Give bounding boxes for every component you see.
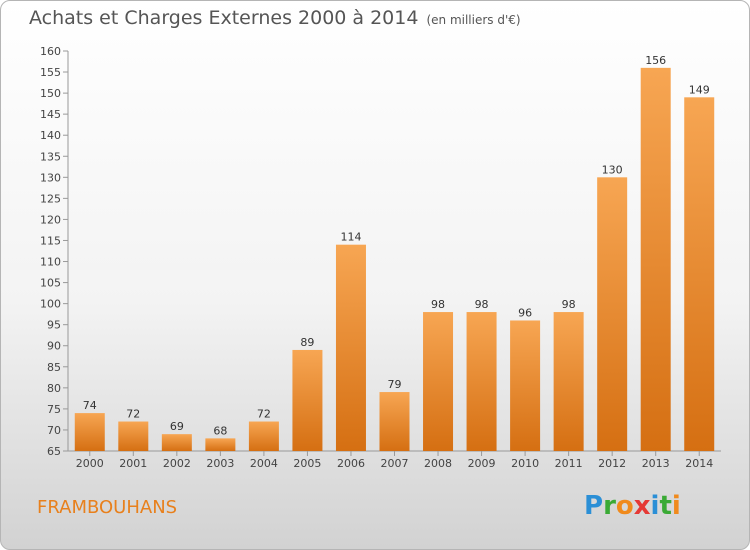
logo-letter: i: [650, 491, 660, 521]
bar-2010: [510, 320, 541, 451]
y-tick-label: 70: [47, 424, 61, 437]
y-tick-label: 95: [47, 319, 61, 332]
data-label: 89: [300, 336, 314, 349]
x-tick-label: 2006: [337, 457, 365, 470]
data-label: 114: [340, 231, 361, 244]
y-tick-label: 155: [40, 66, 61, 79]
data-label: 72: [126, 408, 140, 421]
y-tick-label: 110: [40, 256, 61, 269]
data-label: 156: [645, 54, 666, 67]
y-tick-label: 65: [47, 445, 61, 458]
x-tick-label: 2011: [555, 457, 583, 470]
x-tick-label: 2005: [293, 457, 321, 470]
logo-letter: P: [584, 491, 604, 521]
bar-2001: [118, 421, 149, 451]
logo-letter: o: [615, 491, 634, 521]
x-tick-label: 2012: [598, 457, 626, 470]
bar-2011: [553, 312, 584, 451]
y-tick-label: 100: [40, 298, 61, 311]
bar-2006: [335, 244, 366, 451]
data-labels: 74 72 69 68 72 89 114 79 98 98 96 98 130 156 149: [83, 54, 710, 438]
bar-2009: [466, 312, 497, 451]
data-label: 72: [257, 408, 271, 421]
x-tick-label: 2009: [468, 457, 496, 470]
bar-2007: [379, 392, 410, 451]
bar-2003: [205, 438, 236, 451]
x-tick-label: 2010: [511, 457, 539, 470]
proxiti-logo: Proxiti: [584, 491, 681, 521]
data-label: 68: [213, 424, 227, 437]
x-tick-label: 2001: [119, 457, 147, 470]
y-tick-label: 145: [40, 108, 61, 121]
y-tick-label: 85: [47, 361, 61, 374]
x-tick-label: 2002: [163, 457, 191, 470]
y-tick-label: 75: [47, 403, 61, 416]
y-tick-label: 135: [40, 150, 61, 163]
data-label: 130: [602, 163, 623, 176]
data-label: 96: [518, 306, 532, 319]
data-label: 98: [562, 298, 576, 311]
x-tick-label: 2004: [250, 457, 278, 470]
y-tick-label: 120: [40, 213, 61, 226]
logo-letter: x: [633, 491, 651, 521]
chart-title: Achats et Charges Externes 2000 à 2014 (e…: [29, 7, 521, 29]
bar-2012: [597, 177, 628, 451]
bar-2000: [74, 413, 105, 451]
x-tick-label: 2008: [424, 457, 452, 470]
bar-2008: [423, 312, 454, 451]
y-tick-label: 150: [40, 87, 61, 100]
x-tick-label: 2013: [642, 457, 670, 470]
bar-2005: [292, 349, 323, 451]
bar-2004: [248, 421, 279, 451]
y-tick-label: 80: [47, 382, 61, 395]
data-label: 69: [170, 420, 184, 433]
y-tick-label: 140: [40, 129, 61, 142]
y-tick-label: 125: [40, 192, 61, 205]
title-text: Achats et Charges Externes 2000 à 2014: [29, 7, 419, 29]
bar-2013: [640, 67, 671, 451]
data-label: 98: [431, 298, 445, 311]
logo-letter: r: [603, 491, 616, 521]
logo-letter: i: [671, 491, 681, 521]
data-label: 74: [83, 399, 97, 412]
y-tick-label: 105: [40, 277, 61, 290]
bar-2014: [684, 97, 715, 451]
bars: [74, 67, 715, 451]
x-tick-label: 2007: [381, 457, 409, 470]
data-label: 98: [475, 298, 489, 311]
y-tick-label: 130: [40, 171, 61, 184]
x-tick-label: 2000: [76, 457, 104, 470]
y-tick-label: 90: [47, 340, 61, 353]
x-tick-label: 2014: [685, 457, 713, 470]
unit-text: (en milliers d'€): [426, 13, 521, 27]
data-label: 79: [388, 378, 402, 391]
y-tick-label: 160: [40, 45, 61, 58]
data-label: 149: [689, 83, 710, 96]
commune-name: FRAMBOUHANS: [37, 497, 178, 518]
y-tick-label: 115: [40, 234, 61, 247]
logo-letter: t: [659, 491, 672, 521]
x-tick-label: 2003: [206, 457, 234, 470]
bar-2002: [161, 434, 192, 451]
